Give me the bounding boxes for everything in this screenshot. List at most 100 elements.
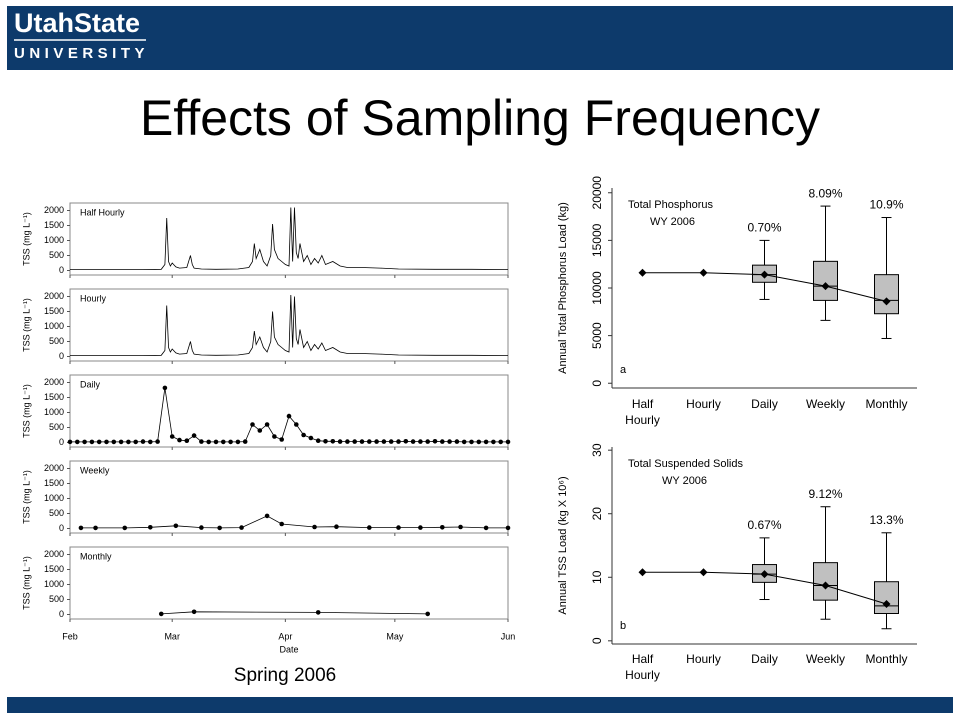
data-point bbox=[505, 525, 511, 531]
data-point bbox=[396, 525, 401, 530]
data-point bbox=[454, 439, 460, 444]
cv-label: 8.09% bbox=[808, 186, 842, 200]
data-point bbox=[505, 439, 511, 445]
data-point bbox=[425, 611, 431, 617]
data-point bbox=[155, 439, 160, 444]
data-point bbox=[308, 435, 314, 441]
data-point bbox=[301, 432, 306, 438]
y-tick-label: 1000 bbox=[44, 321, 64, 331]
data-point bbox=[257, 428, 263, 433]
cv-label: 0.67% bbox=[747, 518, 781, 532]
series-line bbox=[70, 207, 509, 271]
data-point bbox=[337, 439, 343, 444]
y-axis-label: TSS (mg L⁻¹) bbox=[21, 470, 31, 524]
y-tick-label: 10 bbox=[590, 570, 604, 584]
data-point bbox=[184, 438, 190, 444]
data-point bbox=[228, 439, 233, 445]
mean-marker bbox=[699, 568, 708, 577]
data-point bbox=[279, 521, 285, 527]
data-point bbox=[169, 434, 175, 439]
data-point bbox=[191, 609, 197, 615]
data-point bbox=[483, 439, 489, 445]
data-point bbox=[148, 439, 153, 445]
annotation: WY 2006 bbox=[650, 216, 695, 228]
y-tick-label: 0 bbox=[59, 351, 64, 361]
y-tick-label: 1000 bbox=[44, 407, 64, 417]
data-point bbox=[315, 610, 321, 615]
panel-frame bbox=[69, 460, 509, 534]
data-point bbox=[498, 439, 504, 445]
logo-name: UtahState bbox=[14, 8, 140, 38]
data-point bbox=[140, 439, 146, 444]
data-point bbox=[67, 439, 73, 445]
slide-title: Effects of Sampling Frequency bbox=[140, 90, 820, 146]
data-point bbox=[93, 525, 98, 531]
y-axis-label: Annual Total Phosphorus Load (kg) bbox=[557, 202, 569, 374]
y-tick-label: 5000 bbox=[590, 322, 604, 349]
panel-letter: a bbox=[620, 364, 627, 376]
data-point bbox=[359, 439, 365, 444]
y-axis-label: TSS (mg L⁻¹) bbox=[21, 212, 31, 266]
box bbox=[813, 562, 838, 601]
data-point bbox=[323, 439, 328, 444]
data-point bbox=[191, 433, 197, 438]
y-tick-label: 1000 bbox=[44, 235, 64, 245]
data-point bbox=[122, 525, 128, 531]
y-tick-label: 500 bbox=[49, 250, 64, 260]
y-tick-label: 1000 bbox=[44, 493, 64, 503]
y-tick-label: 2000 bbox=[44, 291, 64, 301]
y-tick-label: 2000 bbox=[44, 377, 64, 387]
y-tick-label: 1000 bbox=[44, 579, 64, 589]
data-point bbox=[418, 525, 423, 530]
y-tick-label: 1500 bbox=[44, 306, 64, 316]
panel-label: Hourly bbox=[80, 293, 107, 303]
y-axis-label: TSS (mg L⁻¹) bbox=[21, 556, 31, 610]
y-tick-label: 2000 bbox=[44, 549, 64, 559]
y-tick-label: 500 bbox=[49, 422, 64, 432]
data-point bbox=[158, 611, 164, 617]
cv-label: 10.9% bbox=[869, 198, 903, 212]
data-point bbox=[111, 439, 117, 445]
data-point bbox=[162, 385, 168, 391]
data-point bbox=[206, 439, 211, 445]
data-point bbox=[173, 523, 179, 529]
data-point bbox=[213, 439, 219, 445]
y-tick-label: 20000 bbox=[590, 176, 604, 210]
data-point bbox=[476, 439, 482, 445]
data-point bbox=[352, 439, 358, 444]
data-point bbox=[239, 525, 244, 530]
panel-frame bbox=[69, 546, 509, 620]
mean-marker bbox=[882, 599, 891, 608]
data-point bbox=[177, 437, 182, 443]
y-tick-label: 2000 bbox=[44, 463, 64, 473]
y-tick-label: 0 bbox=[59, 265, 64, 275]
data-point bbox=[294, 422, 299, 427]
footer-bar bbox=[7, 697, 953, 713]
cv-label: 13.3% bbox=[869, 513, 903, 527]
y-tick-label: 2000 bbox=[44, 205, 64, 215]
data-point bbox=[199, 439, 204, 444]
header-bar bbox=[7, 6, 953, 70]
series-line bbox=[161, 611, 428, 615]
y-tick-label: 15000 bbox=[590, 223, 604, 257]
y-tick-label: 1500 bbox=[44, 392, 64, 402]
panel-letter: b bbox=[620, 620, 626, 632]
y-tick-label: 20 bbox=[590, 507, 604, 521]
data-point bbox=[78, 525, 84, 531]
panel-label: Monthly bbox=[80, 551, 112, 561]
box bbox=[813, 260, 838, 301]
y-tick-label: 500 bbox=[49, 336, 64, 346]
cv-label: 9.12% bbox=[808, 487, 842, 501]
data-point bbox=[367, 439, 372, 444]
data-point bbox=[388, 439, 394, 444]
x-tick-label: May bbox=[386, 631, 404, 641]
data-point bbox=[75, 439, 80, 445]
mean-marker bbox=[821, 581, 830, 590]
y-tick-label: 0 bbox=[59, 437, 64, 447]
data-point bbox=[334, 524, 339, 529]
data-point bbox=[447, 439, 452, 444]
panel-label: Weekly bbox=[80, 465, 110, 475]
cv-label: 0.70% bbox=[747, 221, 781, 235]
data-point bbox=[440, 525, 445, 530]
